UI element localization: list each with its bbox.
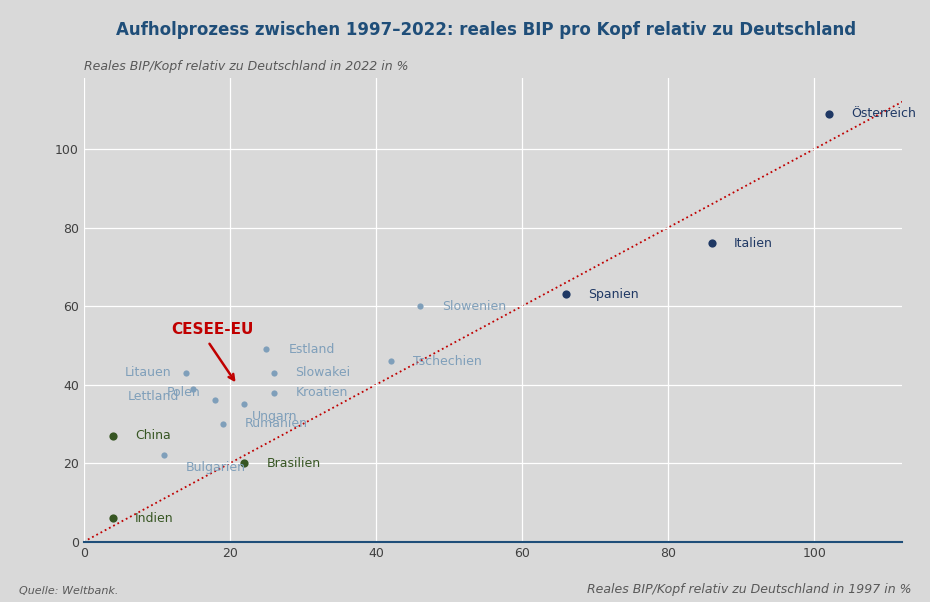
- Point: [705, 238, 720, 248]
- Point: [383, 356, 398, 366]
- Text: Indien: Indien: [135, 512, 174, 525]
- Text: Aufholprozess zwischen 1997–2022: reales BIP pro Kopf relativ zu Deutschland: Aufholprozess zwischen 1997–2022: reales…: [116, 21, 857, 39]
- Text: Polen: Polen: [166, 386, 201, 399]
- Text: Brasilien: Brasilien: [266, 457, 321, 470]
- Point: [412, 301, 427, 311]
- Text: Spanien: Spanien: [588, 288, 639, 301]
- Text: Rumänien: Rumänien: [245, 417, 308, 430]
- Text: Litauen: Litauen: [125, 367, 171, 379]
- Text: Tschechien: Tschechien: [413, 355, 481, 368]
- Point: [237, 400, 252, 409]
- Text: Slowakei: Slowakei: [296, 367, 351, 379]
- Text: Slowenien: Slowenien: [442, 300, 506, 312]
- Text: Ungarn: Ungarn: [252, 409, 298, 423]
- Text: Estland: Estland: [288, 343, 335, 356]
- Text: Lettland: Lettland: [127, 390, 179, 403]
- Text: Reales BIP/Kopf relativ zu Deutschland in 1997 in %: Reales BIP/Kopf relativ zu Deutschland i…: [587, 583, 911, 596]
- Text: Kroatien: Kroatien: [296, 386, 348, 399]
- Point: [237, 458, 252, 468]
- Point: [266, 388, 281, 397]
- Point: [821, 109, 836, 119]
- Point: [215, 419, 230, 429]
- Point: [266, 368, 281, 377]
- Text: Reales BIP/Kopf relativ zu Deutschland in 2022 in %: Reales BIP/Kopf relativ zu Deutschland i…: [84, 60, 408, 73]
- Point: [105, 431, 120, 441]
- Point: [156, 450, 171, 460]
- Point: [259, 344, 273, 354]
- Point: [186, 384, 201, 394]
- Text: Österreich: Österreich: [851, 107, 916, 120]
- Point: [105, 514, 120, 523]
- Point: [559, 290, 574, 299]
- Text: Italien: Italien: [734, 237, 773, 250]
- Text: China: China: [135, 429, 170, 442]
- Text: Quelle: Weltbank.: Quelle: Weltbank.: [19, 586, 118, 596]
- Point: [207, 396, 222, 405]
- Text: CESEE-EU: CESEE-EU: [171, 322, 254, 337]
- Text: Bulgarien: Bulgarien: [186, 461, 246, 474]
- Point: [179, 368, 193, 377]
